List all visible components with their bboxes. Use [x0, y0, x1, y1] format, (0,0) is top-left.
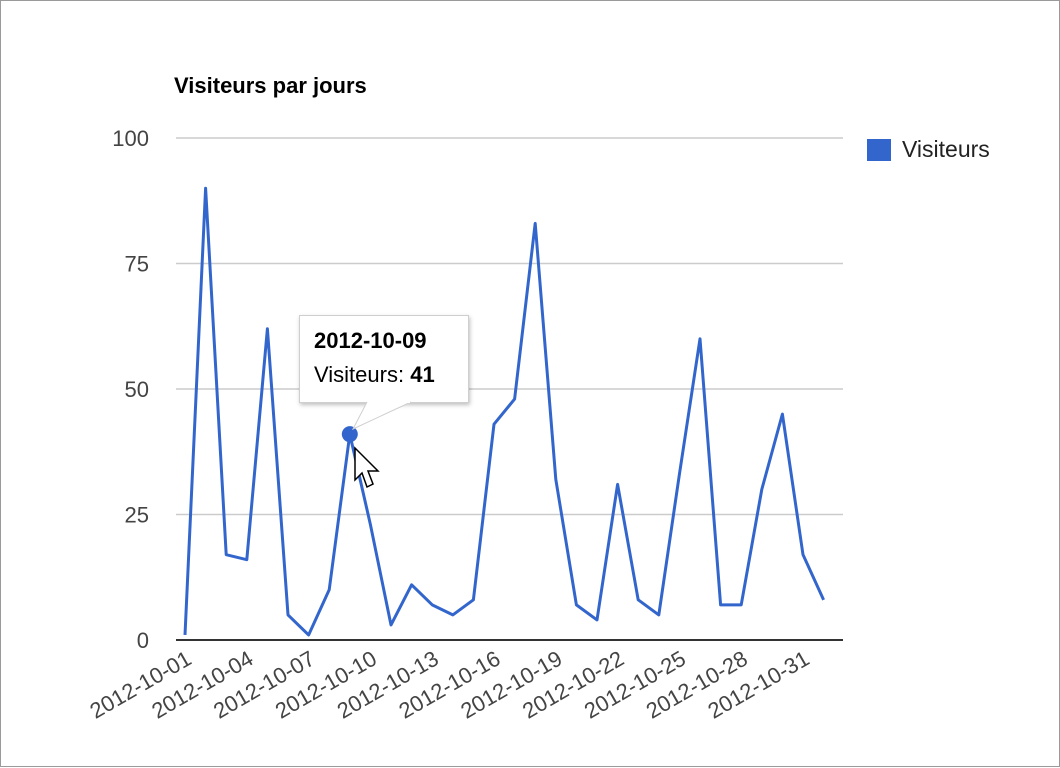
y-tick-label: 0 [137, 628, 149, 653]
tooltip: 2012-10-09 Visiteurs: 41 [299, 315, 469, 403]
x-axis-ticks: 2012-10-012012-10-042012-10-072012-10-10… [86, 646, 814, 724]
series-line[interactable] [183, 186, 825, 637]
tooltip-value-row: Visiteurs: 41 [314, 362, 435, 388]
tooltip-date: 2012-10-09 [314, 328, 427, 353]
chart-title: Visiteurs par jours [174, 73, 367, 98]
y-tick-label: 50 [125, 377, 149, 402]
y-tick-label: 25 [125, 503, 149, 528]
legend[interactable]: Visiteurs [867, 136, 990, 162]
mouse-pointer-icon [354, 446, 380, 489]
series-visiteurs[interactable] [183, 186, 825, 637]
gridlines [176, 137, 843, 641]
tooltip-series-label: Visiteurs: [314, 362, 405, 387]
legend-label-visiteurs: Visiteurs [902, 136, 990, 162]
y-tick-label: 100 [112, 126, 149, 151]
y-axis-ticks: 0 25 50 75 100 [112, 126, 149, 653]
tooltip-value: 41 [410, 362, 435, 387]
legend-swatch-visiteurs [867, 139, 891, 161]
y-tick-label: 75 [125, 252, 149, 277]
highlighted-point[interactable] [341, 426, 358, 443]
